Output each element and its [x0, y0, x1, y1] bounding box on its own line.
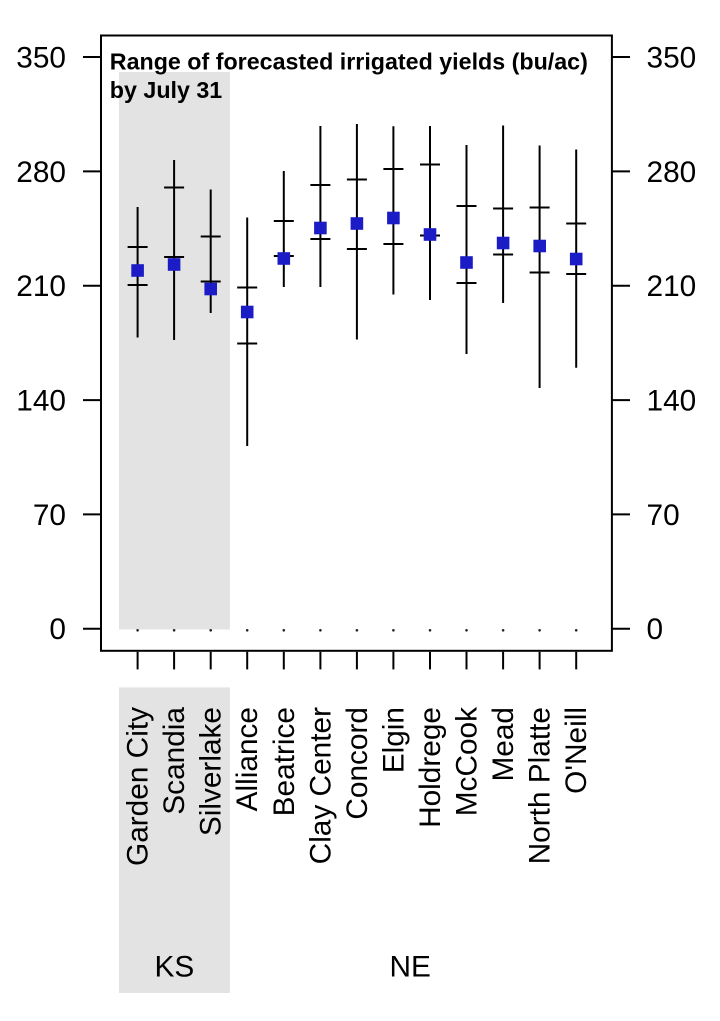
svg-text:NE: NE: [389, 950, 430, 983]
svg-text:0: 0: [647, 613, 664, 646]
svg-text:140: 140: [16, 385, 66, 418]
svg-text:Beatrice: Beatrice: [268, 707, 301, 816]
svg-text:Silverlake: Silverlake: [195, 707, 228, 836]
svg-text:140: 140: [647, 385, 697, 418]
svg-text:280: 280: [647, 156, 697, 189]
svg-text:Range of forecasted irrigated: Range of forecasted irrigated yields (bu…: [110, 48, 588, 74]
svg-text:Scandia: Scandia: [158, 707, 191, 815]
svg-text:210: 210: [647, 270, 697, 303]
svg-text:KS: KS: [155, 950, 195, 983]
svg-text:350: 350: [16, 41, 66, 74]
svg-text:350: 350: [647, 41, 697, 74]
svg-text:Elgin: Elgin: [377, 707, 410, 773]
svg-text:Clay Center: Clay Center: [304, 707, 337, 864]
svg-text:by July 31: by July 31: [110, 77, 223, 103]
svg-text:0: 0: [49, 613, 66, 646]
svg-text:McCook: McCook: [451, 707, 484, 816]
svg-text:Holdrege: Holdrege: [414, 707, 447, 828]
svg-text:Mead: Mead: [487, 707, 520, 782]
svg-text:70: 70: [647, 499, 680, 532]
svg-text:210: 210: [16, 270, 66, 303]
svg-text:70: 70: [33, 499, 66, 532]
svg-text:O'Neill: O'Neill: [560, 707, 593, 794]
svg-text:Alliance: Alliance: [231, 707, 264, 811]
svg-text:280: 280: [16, 156, 66, 189]
svg-text:Concord: Concord: [341, 707, 374, 820]
svg-text:Garden City: Garden City: [122, 707, 155, 866]
svg-text:North Platte: North Platte: [524, 707, 557, 864]
